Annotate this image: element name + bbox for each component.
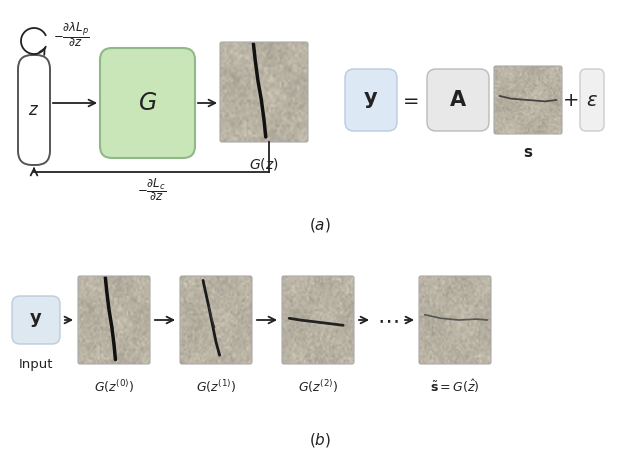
Text: $-\dfrac{\partial L_c}{\partial z}$: $-\dfrac{\partial L_c}{\partial z}$	[137, 176, 166, 203]
Text: Input: Input	[19, 358, 53, 371]
Text: $\mathbf{y}$: $\mathbf{y}$	[364, 90, 379, 110]
FancyBboxPatch shape	[100, 48, 195, 158]
Text: $G(z^{(2)})$: $G(z^{(2)})$	[298, 378, 338, 395]
Text: $G(z^{(1)})$: $G(z^{(1)})$	[196, 378, 236, 395]
Text: $(a)$: $(a)$	[309, 216, 331, 234]
FancyBboxPatch shape	[345, 69, 397, 131]
Text: $-\dfrac{\partial \lambda L_p}{\partial z}$: $-\dfrac{\partial \lambda L_p}{\partial …	[53, 21, 90, 49]
Text: $G$: $G$	[138, 91, 157, 115]
Text: $\varepsilon$: $\varepsilon$	[586, 91, 598, 109]
Text: $\mathbf{s}$: $\mathbf{s}$	[523, 146, 533, 160]
FancyBboxPatch shape	[580, 69, 604, 131]
Text: $=$: $=$	[399, 91, 419, 109]
Text: $\tilde{\mathbf{s}} = G(\hat{z})$: $\tilde{\mathbf{s}} = G(\hat{z})$	[430, 378, 480, 395]
FancyBboxPatch shape	[18, 55, 50, 165]
Text: $(b)$: $(b)$	[309, 431, 331, 449]
Text: $+$: $+$	[562, 91, 578, 109]
Text: $G(z)$: $G(z)$	[249, 156, 279, 172]
Text: $\mathbf{y}$: $\mathbf{y}$	[29, 311, 43, 329]
Text: $\cdots$: $\cdots$	[377, 310, 399, 330]
FancyBboxPatch shape	[12, 296, 60, 344]
FancyBboxPatch shape	[427, 69, 489, 131]
Text: $z$: $z$	[28, 101, 40, 119]
Text: $\mathbf{A}$: $\mathbf{A}$	[449, 90, 467, 110]
Text: $G(z^{(0)})$: $G(z^{(0)})$	[94, 378, 134, 395]
